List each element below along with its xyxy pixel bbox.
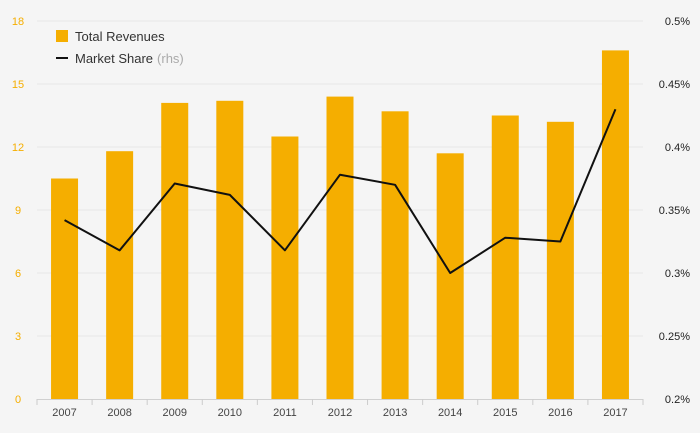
y-right-tick-label: 0.5%	[665, 16, 690, 28]
y-right-tick-label: 0.25%	[659, 331, 690, 343]
y-left-tick-label: 3	[15, 331, 21, 343]
revenue-bar	[436, 153, 464, 399]
y-right-tick-label: 0.4%	[665, 142, 690, 154]
y-left-tick-label: 6	[15, 268, 21, 280]
revenue-bar	[491, 115, 519, 399]
revenue-bar	[326, 96, 354, 399]
legend-label-market-share: Market Share	[75, 50, 154, 66]
y-left-tick-label: 15	[12, 79, 24, 91]
y-right-tick-label: 0.35%	[659, 205, 690, 217]
legend-label-rhs: (rhs)	[157, 50, 184, 66]
x-tick-label: 2008	[107, 407, 131, 419]
y-right-tick-label: 0.45%	[659, 79, 690, 91]
y-left-tick-label: 0	[15, 394, 21, 406]
revenue-bar	[601, 50, 629, 400]
revenue-bar	[161, 102, 189, 400]
x-tick-label: 2013	[383, 407, 407, 419]
x-tick-label: 2009	[162, 407, 186, 419]
x-tick-label: 2012	[328, 407, 352, 419]
legend-line-swatch	[56, 57, 68, 59]
x-tick-label: 2010	[218, 407, 242, 419]
legend-item-market-share: Market Share (rhs)	[56, 48, 184, 68]
x-tick-label: 2017	[603, 407, 627, 419]
y-right-tick-label: 0.2%	[665, 394, 690, 406]
x-tick-label: 2015	[493, 407, 517, 419]
revenue-bar	[216, 100, 244, 400]
revenue-bar	[271, 136, 299, 399]
x-tick-label: 2016	[548, 407, 572, 419]
y-right-tick-label: 0.3%	[665, 268, 690, 280]
revenue-bar	[546, 121, 574, 400]
x-tick-label: 2014	[438, 407, 462, 419]
y-left-tick-label: 9	[15, 205, 21, 217]
market-share-line	[64, 108, 617, 274]
x-tick-label: 2011	[273, 407, 297, 419]
y-left-tick-label: 18	[12, 16, 24, 28]
x-tick-label: 2007	[52, 407, 76, 419]
legend: Total Revenues Market Share (rhs)	[56, 26, 184, 70]
y-left-tick-label: 12	[12, 142, 24, 154]
legend-bar-swatch	[56, 30, 68, 42]
legend-label-total-revenues: Total Revenues	[75, 28, 165, 44]
legend-item-total-revenues: Total Revenues	[56, 26, 184, 46]
revenue-bar	[106, 151, 134, 399]
revenue-bar	[51, 178, 79, 399]
revenue-bar	[381, 111, 409, 400]
